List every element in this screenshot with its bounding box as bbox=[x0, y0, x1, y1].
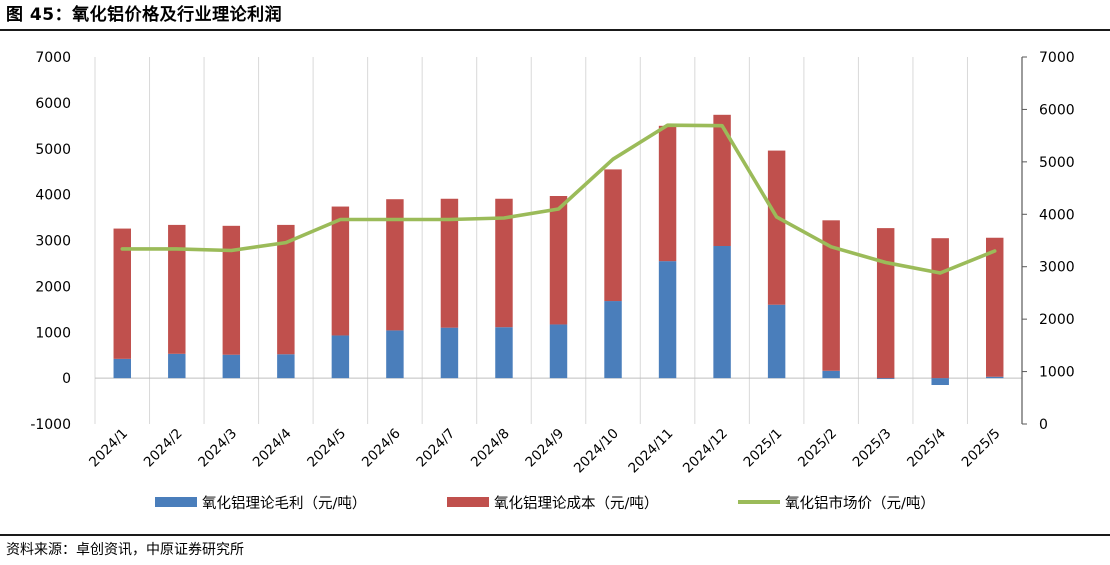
left-tick-label: 2000 bbox=[35, 279, 71, 295]
price-line bbox=[120, 123, 997, 275]
bars bbox=[113, 114, 1004, 386]
x-tick-label: 2024/5 bbox=[304, 426, 349, 471]
bar-gross-profit bbox=[822, 370, 840, 379]
x-tick-label: 2024/7 bbox=[413, 426, 458, 471]
left-tick-label: -1000 bbox=[30, 417, 71, 433]
left-tick-label: 7000 bbox=[35, 50, 71, 66]
x-tick-label: 2025/3 bbox=[850, 426, 895, 471]
bar-theoretical-cost bbox=[658, 125, 677, 262]
x-tick-label: 2024/9 bbox=[522, 426, 567, 471]
grid-lines bbox=[94, 57, 1023, 424]
bar-theoretical-cost bbox=[822, 220, 840, 371]
bar-gross-profit bbox=[495, 327, 513, 379]
bar-theoretical-cost bbox=[931, 238, 949, 379]
right-tick-label: 1000 bbox=[1039, 365, 1075, 381]
x-tick-label: 2025/5 bbox=[959, 426, 1004, 471]
right-tick-label: 3000 bbox=[1039, 260, 1075, 276]
bar-gross-profit bbox=[168, 353, 186, 379]
x-tick-label: 2024/6 bbox=[359, 426, 404, 471]
right-tick-label: 7000 bbox=[1039, 50, 1075, 66]
bar-gross-profit bbox=[113, 358, 131, 379]
x-tick-label: 2024/2 bbox=[141, 426, 186, 471]
chart-title: 图 45：氧化铝价格及行业理论利润 bbox=[6, 5, 283, 25]
right-tick-label: 4000 bbox=[1039, 207, 1075, 223]
bar-theoretical-cost bbox=[876, 228, 895, 379]
bar-theoretical-cost bbox=[440, 198, 459, 328]
bar-gross-profit bbox=[713, 246, 731, 379]
legend-label: 氧化铝理论毛利（元/吨） bbox=[202, 495, 366, 512]
bar-gross-profit bbox=[767, 304, 786, 379]
bar-gross-profit bbox=[331, 335, 350, 379]
bar-gross-profit bbox=[604, 301, 622, 379]
left-tick-label: 3000 bbox=[35, 234, 71, 250]
left-tick-label: 4000 bbox=[35, 188, 71, 204]
x-tick-label: 2025/2 bbox=[795, 426, 840, 471]
right-tick-label: 2000 bbox=[1039, 312, 1075, 328]
bar-theoretical-cost bbox=[495, 198, 513, 328]
x-tick-label: 2024/3 bbox=[195, 426, 240, 471]
line-market-price bbox=[120, 123, 997, 275]
bar-gross-profit bbox=[876, 378, 895, 380]
bar-theoretical-cost bbox=[604, 169, 622, 302]
source-note: 资料来源：卓创资讯，中原证券研究所 bbox=[6, 542, 244, 558]
x-tick-label: 2024/1 bbox=[86, 426, 131, 471]
left-tick-label: 5000 bbox=[35, 142, 71, 158]
x-tick-label: 2024/10 bbox=[571, 426, 622, 477]
left-tick-label: 0 bbox=[62, 371, 71, 387]
bar-gross-profit bbox=[986, 376, 1004, 379]
x-tick-label: 2024/4 bbox=[250, 426, 295, 471]
bar-gross-profit bbox=[658, 261, 677, 379]
bar-theoretical-cost bbox=[277, 224, 295, 355]
x-tick-label: 2024/12 bbox=[680, 426, 731, 477]
right-tick-label: 5000 bbox=[1039, 155, 1075, 171]
bar-gross-profit bbox=[222, 354, 241, 379]
legend-swatch bbox=[447, 497, 489, 507]
bar-theoretical-cost bbox=[113, 228, 131, 359]
top-rule bbox=[0, 29, 1110, 31]
bar-theoretical-cost bbox=[713, 114, 731, 247]
legend-label: 氧化铝理论成本（元/吨） bbox=[494, 495, 658, 512]
bar-gross-profit bbox=[549, 324, 568, 379]
left-tick-label: 6000 bbox=[35, 96, 71, 112]
x-tick-label: 2024/8 bbox=[468, 426, 513, 471]
bar-gross-profit bbox=[386, 330, 404, 379]
bar-theoretical-cost bbox=[331, 206, 350, 336]
bar-gross-profit bbox=[277, 354, 295, 379]
bar-gross-profit bbox=[440, 327, 459, 379]
bar-gross-profit bbox=[931, 378, 949, 386]
bar-theoretical-cost bbox=[549, 196, 568, 325]
legend-swatch bbox=[155, 497, 197, 507]
legend: 氧化铝理论毛利（元/吨） 氧化铝理论成本（元/吨） 氧化铝市场价（元/吨） bbox=[155, 495, 935, 512]
x-tick-label: 2024/11 bbox=[625, 426, 676, 477]
legend-label: 氧化铝市场价（元/吨） bbox=[785, 495, 935, 512]
bottom-rule bbox=[0, 534, 1110, 536]
bar-theoretical-cost bbox=[386, 199, 404, 331]
chart-svg: -1000 0 1000 2000 3000 4000 5000 6000 7000 0 1000 2… bbox=[30, 50, 1075, 512]
left-tick-label: 1000 bbox=[35, 325, 71, 341]
bar-theoretical-cost bbox=[168, 224, 186, 354]
right-tick-label: 6000 bbox=[1039, 102, 1075, 118]
bar-theoretical-cost bbox=[222, 225, 241, 355]
bar-theoretical-cost bbox=[986, 237, 1004, 377]
right-tick-label: 0 bbox=[1039, 417, 1048, 433]
x-tick-label: 2025/4 bbox=[904, 426, 949, 471]
x-tick-label: 2025/1 bbox=[741, 426, 786, 471]
bar-theoretical-cost bbox=[767, 150, 786, 305]
